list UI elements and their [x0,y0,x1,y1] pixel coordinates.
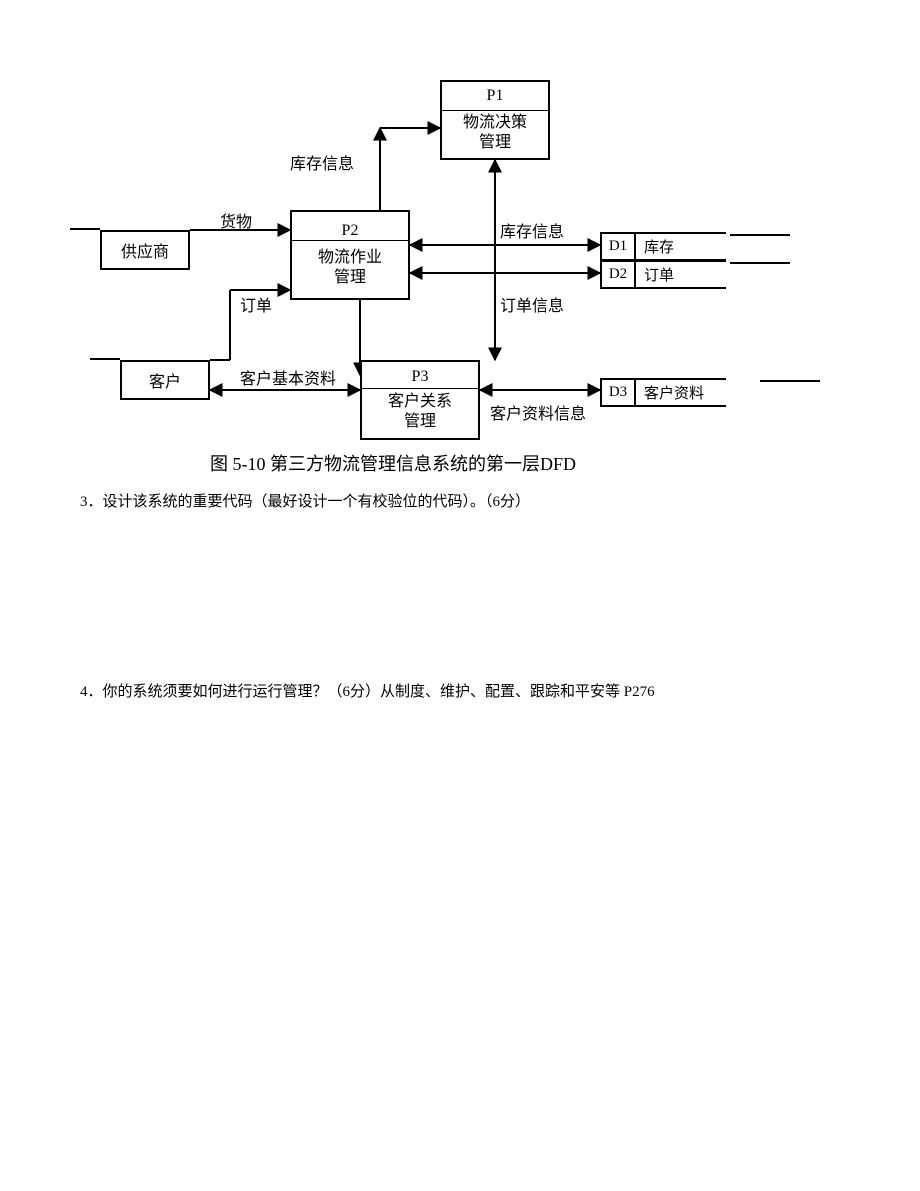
label-order-info: 订单信息 [500,292,564,316]
label-inventory-info-2: 库存信息 [500,218,564,242]
p1-label: 物流决策 管理 [463,113,527,155]
datastore-d3: D3 客户资料 [600,378,726,407]
stub-d1 [730,234,790,236]
diagram-caption: 图 5-10 第三方物流管理信息系统的第一层DFD [210,450,576,476]
question-4: 4．你的系统须要如何进行运行管理？（6分）从制度、维护、配置、跟踪和平安等 P2… [80,680,655,701]
datastore-d2: D2 订单 [600,260,726,289]
label-order: 订单 [240,292,272,316]
d2-id: D2 [600,260,636,289]
stub-supplier [70,228,100,230]
label-goods: 货物 [220,208,252,232]
stub-d3 [760,380,820,382]
p2-id: P2 [342,221,359,242]
question-3: 3．设计该系统的重要代码（最好设计一个有校验位的代码）。（6分） [80,490,530,511]
customer-label: 客户 [149,368,181,392]
dfd-diagram: P1 物流决策 管理 P2 物流作业 管理 P3 客户关系 管理 供应商 客户 … [100,80,820,480]
stub-d2 [730,262,790,264]
d3-label: 客户资料 [636,378,726,407]
p1-id: P1 [487,86,504,107]
datastore-d1: D1 库存 [600,232,726,261]
entity-supplier: 供应商 [100,230,190,270]
label-customer-basic: 客户基本资料 [240,365,336,389]
label-customer-info: 客户资料信息 [490,400,586,424]
d2-label: 订单 [636,260,726,289]
d1-label: 库存 [636,232,726,261]
stub-customer [90,358,120,360]
p2-label: 物流作业 管理 [318,248,382,290]
supplier-label: 供应商 [121,238,169,262]
d3-id: D3 [600,378,636,407]
label-inventory-info-1: 库存信息 [290,150,354,174]
p3-label: 客户关系 管理 [388,392,452,434]
d1-id: D1 [600,232,636,261]
process-p2: P2 物流作业 管理 [290,210,410,300]
entity-customer: 客户 [120,360,210,400]
process-p3: P3 客户关系 管理 [360,360,480,440]
process-p1: P1 物流决策 管理 [440,80,550,160]
p3-id: P3 [412,367,429,388]
